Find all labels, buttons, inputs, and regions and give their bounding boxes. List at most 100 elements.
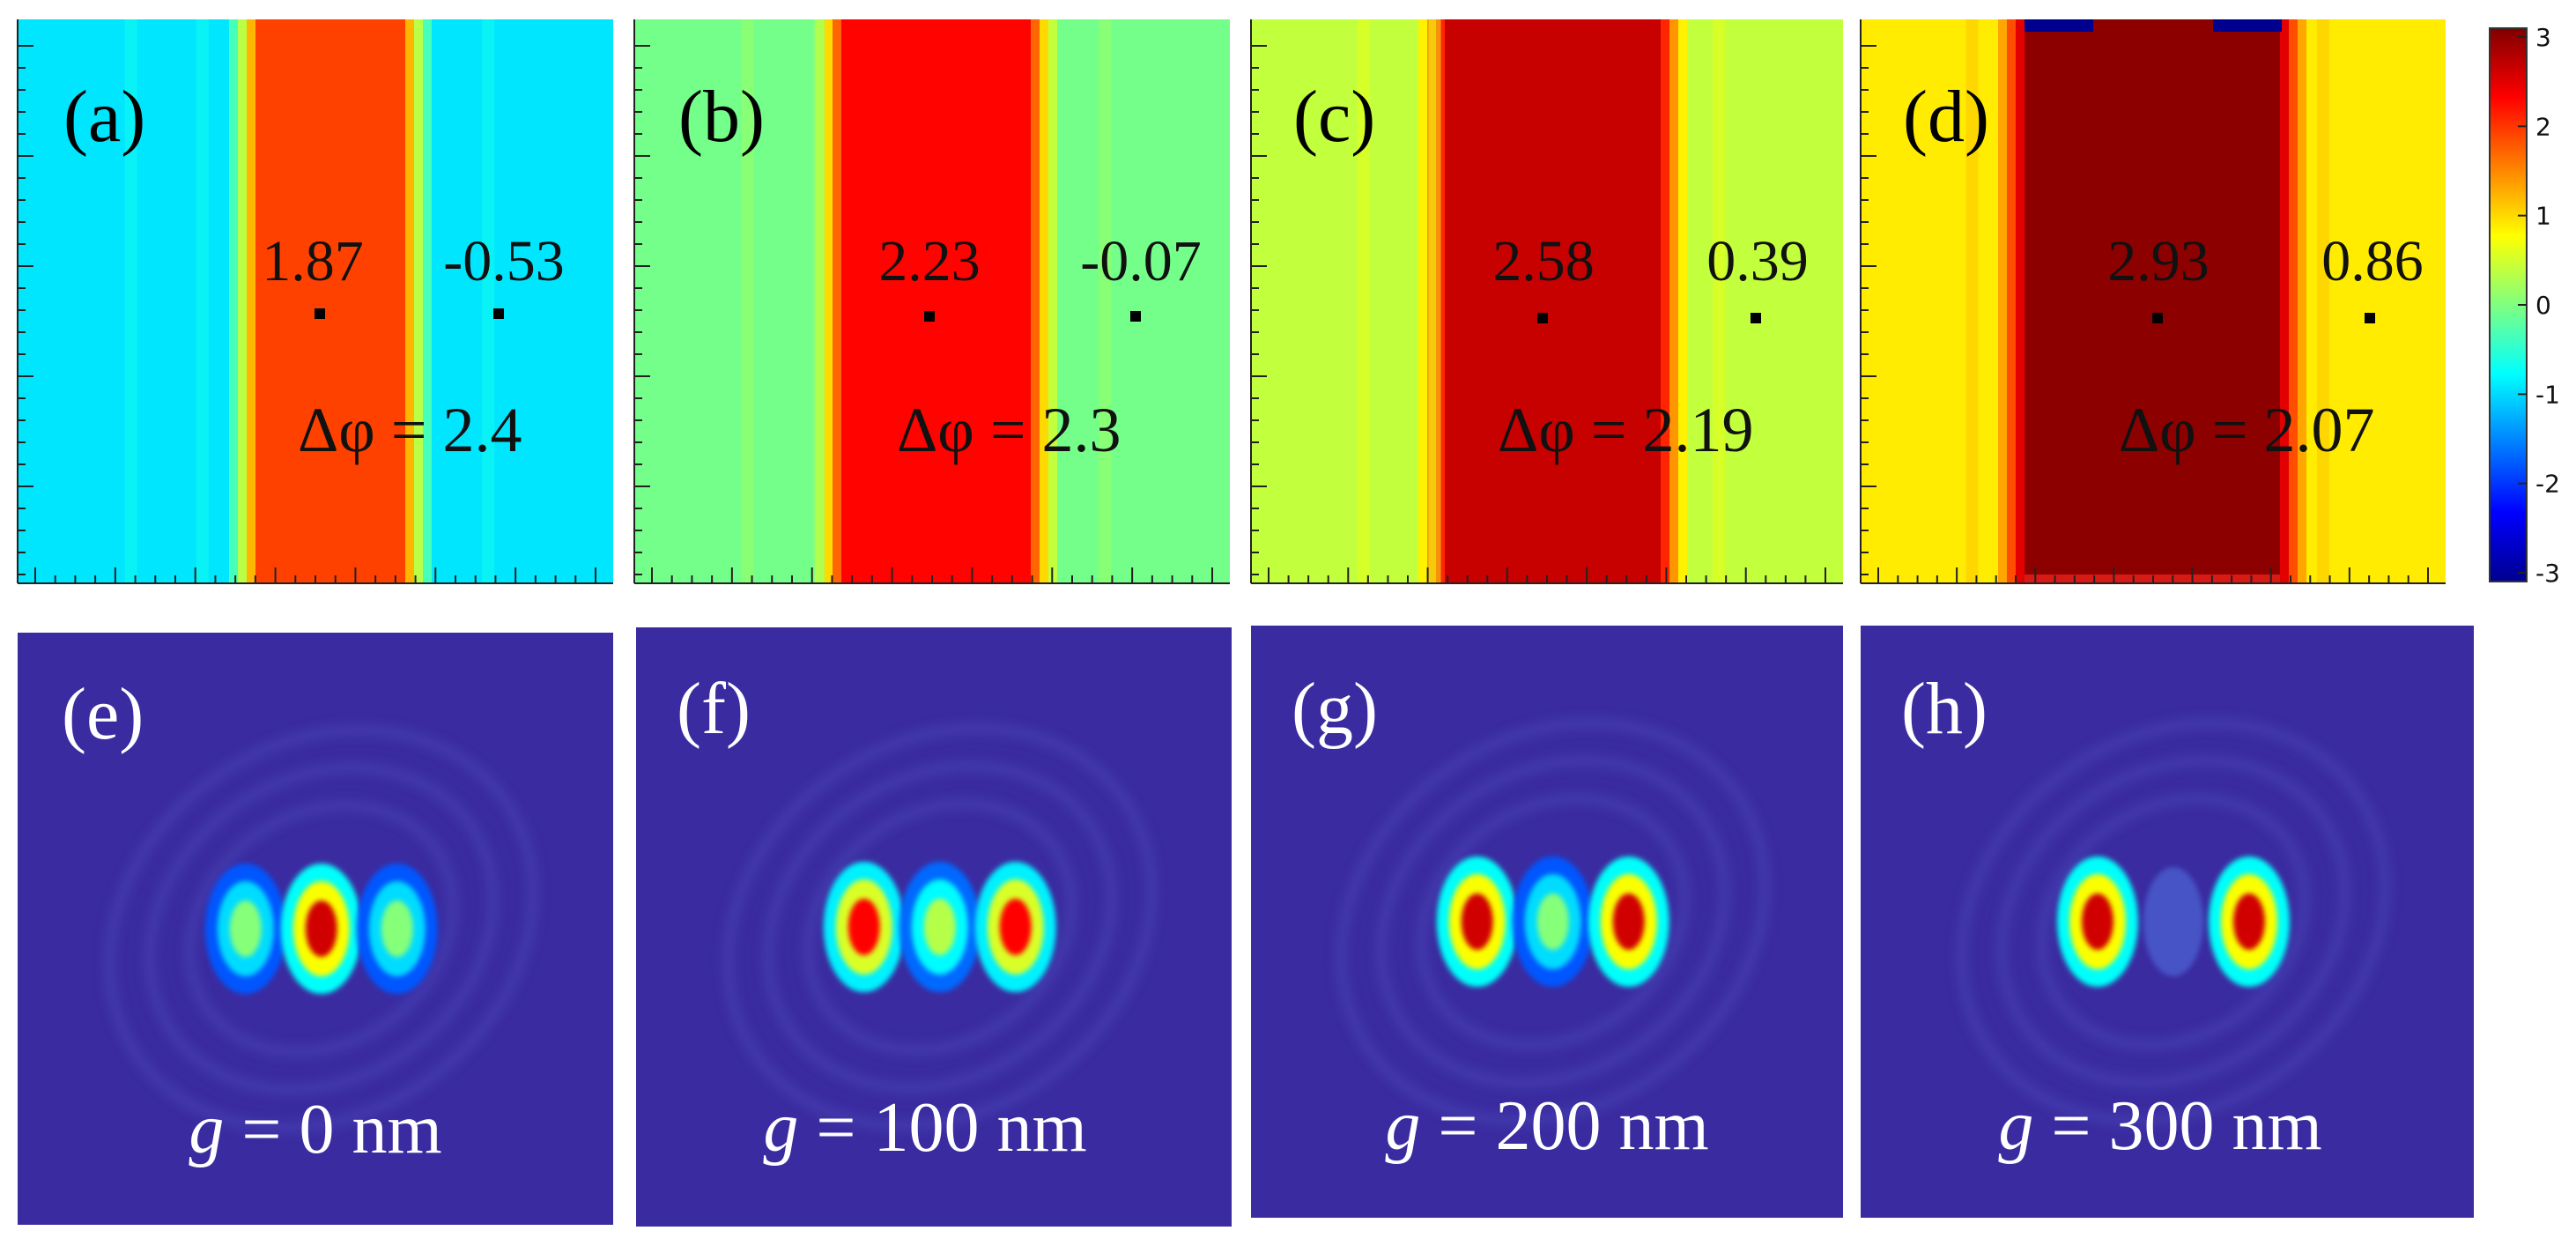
field-lobe-core xyxy=(1536,893,1569,950)
interference-ring xyxy=(803,798,1077,1056)
interference-rings xyxy=(722,723,1158,1131)
gap-value: = 300 nm xyxy=(2033,1087,2321,1165)
colorbar-tick-label: -1 xyxy=(2535,380,2560,409)
delta-phi-symbol: Δφ xyxy=(298,395,375,465)
probe-marker-left xyxy=(2152,313,2163,323)
field-lobe-core xyxy=(1461,893,1493,950)
colorbar: 3 2 1 0 -1 -2 -3 xyxy=(2489,23,2560,588)
field-panel-h: (h) g = 300 nm xyxy=(1861,626,2474,1218)
phase-transition-stripe xyxy=(1998,19,2007,583)
phase-transition-stripe xyxy=(1678,19,1687,583)
field-lobes xyxy=(823,862,1056,992)
field-lobes xyxy=(204,864,438,994)
panel-label: (h) xyxy=(1901,668,1988,750)
phase-transition-stripe xyxy=(247,19,255,583)
phase-transition-stripe xyxy=(2016,19,2025,583)
phase-transition-stripe xyxy=(1031,19,1040,583)
phase-core-band xyxy=(841,19,1031,583)
probe-marker-left xyxy=(924,311,935,322)
interference-ring xyxy=(144,762,499,1095)
phase-transition-stripe xyxy=(1661,19,1669,583)
phase-value-background: 0.86 xyxy=(2321,229,2424,293)
axis-ticks xyxy=(1860,19,2446,584)
field-lobes xyxy=(2056,856,2290,987)
phase-background-stripe xyxy=(1357,19,1370,583)
phase-value-core: 1.87 xyxy=(262,229,364,293)
phase-core-band xyxy=(1445,19,1661,583)
edge-patch-right xyxy=(2213,19,2282,32)
probe-marker-right xyxy=(1130,311,1141,322)
phase-panel-b: (b) 2.23 -0.07 Δφ = 2.3 xyxy=(633,19,1230,584)
phase-background-stripe xyxy=(741,19,754,583)
axis-ticks xyxy=(633,19,1230,584)
phase-panel-c: (c) 2.58 0.39 Δφ = 2.19 xyxy=(1250,19,1843,584)
interference-ring xyxy=(1336,717,1771,1126)
phase-difference: Δφ = 2.19 xyxy=(1498,395,1753,465)
interference-ring xyxy=(1996,755,2350,1088)
interference-rings xyxy=(1336,717,1771,1126)
delta-phi-value: 2.3 xyxy=(1041,395,1121,465)
phase-transition-stripe xyxy=(2007,19,2016,583)
panel-label: (g) xyxy=(1292,668,1378,750)
phase-core-band xyxy=(2025,19,2280,583)
field-lobe-core xyxy=(381,901,413,957)
phase-transition-stripe xyxy=(2280,19,2289,583)
axis-ticks xyxy=(17,19,613,584)
delta-phi-value: 2.07 xyxy=(2263,395,2374,465)
phase-core-band xyxy=(255,19,405,583)
phase-panel-a: (a) 1.87 -0.53 Δφ = 2.4 xyxy=(17,19,613,584)
phase-background-stripe xyxy=(124,19,137,583)
phase-transition-stripe xyxy=(2298,19,2306,583)
field-lobe-core xyxy=(1612,893,1645,950)
panel-label: (e) xyxy=(62,673,144,755)
colorbar-tick-label: 1 xyxy=(2535,202,2551,231)
interference-ring xyxy=(1375,755,1730,1088)
colorbar-tick-label: 3 xyxy=(2535,23,2551,52)
phase-transition-stripe xyxy=(229,19,238,583)
phase-transition-stripe xyxy=(1669,19,1678,583)
phase-transition-stripe xyxy=(2289,19,2298,583)
probe-marker-right xyxy=(2365,313,2375,323)
field-lobes xyxy=(1436,856,1669,987)
phase-transition-stripe xyxy=(1418,19,1427,583)
delta-phi-symbol: Δφ xyxy=(2119,395,2196,465)
probe-marker-left xyxy=(315,308,325,319)
phase-difference: Δφ = 2.4 xyxy=(298,395,522,465)
panel-label: (d) xyxy=(1903,76,1989,158)
field-lobe xyxy=(2143,867,2203,976)
gap-label: g = 300 nm xyxy=(1998,1087,2321,1165)
gap-symbol: g xyxy=(1998,1087,2033,1165)
phase-transition-stripe xyxy=(1048,19,1057,583)
equals-sign: = xyxy=(2196,395,2264,465)
colorbar-tick-label: -3 xyxy=(2535,559,2560,588)
phase-difference: Δφ = 2.3 xyxy=(897,395,1121,465)
interference-ring xyxy=(104,724,539,1133)
gap-symbol: g xyxy=(189,1091,224,1168)
interference-ring xyxy=(1416,793,1691,1050)
edge-patch-left xyxy=(2025,19,2093,32)
gap-symbol: g xyxy=(763,1089,798,1167)
phase-transition-stripe xyxy=(414,19,423,583)
phase-background-stripe xyxy=(812,19,825,583)
phase-transition-stripe xyxy=(833,19,841,583)
delta-phi-symbol: Δφ xyxy=(1498,395,1575,465)
phase-value-background: -0.53 xyxy=(443,229,564,293)
gap-label: g = 200 nm xyxy=(1385,1087,1708,1165)
equals-sign: = xyxy=(1575,395,1643,465)
panel-label: (b) xyxy=(678,76,765,158)
interference-ring xyxy=(722,723,1158,1131)
panel-label: (c) xyxy=(1293,76,1375,158)
interference-ring xyxy=(2036,793,2311,1050)
phase-value-background: -0.07 xyxy=(1080,229,1201,293)
phase-transition-stripe xyxy=(824,19,833,583)
phase-value-core: 2.23 xyxy=(878,229,981,293)
phase-value-background: 0.39 xyxy=(1706,229,1809,293)
gap-value: = 0 nm xyxy=(224,1091,441,1168)
phase-transition-stripe xyxy=(423,19,432,583)
field-panel-g: (g) g = 200 nm xyxy=(1251,626,1843,1218)
phase-transition-stripe xyxy=(405,19,414,583)
colorbar-tick-label: 2 xyxy=(2535,112,2551,141)
field-lobe-core xyxy=(999,899,1032,955)
panel-label: (a) xyxy=(63,76,145,158)
colorbar-ticks: 3 2 1 0 -1 -2 -3 xyxy=(2518,23,2560,588)
